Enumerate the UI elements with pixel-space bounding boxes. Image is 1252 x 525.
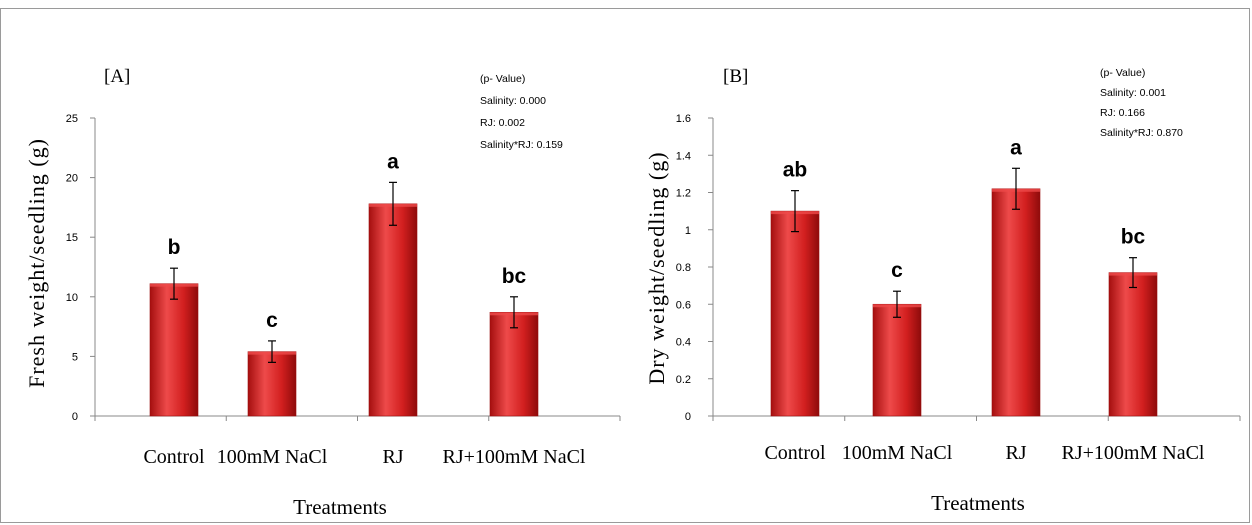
stats-title-a: (p- Value)	[480, 73, 525, 85]
y-tick-label: 0	[685, 411, 691, 423]
y-tick-label: 10	[66, 292, 78, 304]
panel-b: [B] Dry weight/seedling (g) Treatments (…	[644, 66, 1241, 515]
figure-frame	[0, 8, 1250, 523]
category-label: Control	[764, 442, 826, 464]
significance-letter: bc	[1121, 226, 1146, 249]
y-tick-label: 0.6	[676, 299, 691, 311]
x-axis-label-a: Treatments	[293, 495, 387, 519]
bar	[149, 283, 199, 417]
category-label: 100mM NaCl	[217, 446, 328, 468]
panel-a: [A] Fresh weight/seedling (g) Treatments…	[24, 66, 621, 519]
stats-interaction-b: Salinity*RJ: 0.870	[1100, 127, 1183, 139]
y-tick-label: 0.4	[676, 337, 691, 349]
significance-letter: c	[266, 309, 278, 332]
y-axis-label-b: Dry weight/seedling (g)	[644, 151, 669, 384]
panel-label-a: [A]	[104, 66, 130, 87]
y-tick-label: 0.2	[676, 374, 691, 386]
plot-area-a: 0 5 10 15 20 25 b Control c 100mM NaCl a RJ bc RJ+100…	[66, 113, 621, 468]
stats-rj-a: RJ: 0.002	[480, 117, 525, 129]
stats-title-b: (p- Value)	[1100, 67, 1145, 79]
x-axis-label-b: Treatments	[931, 491, 1025, 515]
stats-rj-b: RJ: 0.166	[1100, 107, 1145, 119]
significance-letter: a	[1010, 136, 1022, 159]
y-tick-label: 1.6	[676, 113, 691, 125]
y-axis-label-a: Fresh weight/seedling (g)	[24, 138, 49, 388]
significance-letter: b	[168, 236, 181, 259]
y-tick-label: 1.4	[676, 150, 691, 162]
bar	[368, 203, 418, 417]
category-label: RJ+100mM NaCl	[1062, 442, 1205, 464]
significance-letter: a	[387, 150, 399, 173]
category-label: RJ+100mM NaCl	[443, 446, 586, 468]
y-tick-label: 0.8	[676, 262, 691, 274]
bar	[1108, 272, 1158, 417]
y-tick-label: 25	[66, 113, 78, 125]
y-tick-label: 15	[66, 232, 78, 244]
y-tick-label: 20	[66, 173, 78, 185]
stats-interaction-a: Salinity*RJ: 0.159	[480, 139, 563, 151]
category-label: Control	[143, 446, 205, 468]
bar	[991, 188, 1041, 417]
y-tick-label: 5	[72, 351, 78, 363]
significance-letter: c	[891, 259, 903, 282]
stats-salinity-a: Salinity: 0.000	[480, 95, 546, 107]
significance-letter: bc	[502, 265, 527, 288]
bar	[489, 311, 539, 417]
category-label: 100mM NaCl	[842, 442, 953, 464]
category-label: RJ	[382, 446, 403, 468]
bar	[770, 210, 820, 417]
y-tick-label: 1.2	[676, 188, 691, 200]
category-label: RJ	[1005, 442, 1026, 464]
y-tick-label: 0	[72, 411, 78, 423]
plot-area-b: 0 0.2 0.4 0.6 0.8 1 1.2 1.4 1.6 ab Control c 100mM N…	[676, 113, 1241, 464]
bar	[872, 303, 922, 417]
panel-label-b: [B]	[723, 66, 748, 87]
stats-salinity-b: Salinity: 0.001	[1100, 87, 1166, 99]
y-tick-label: 1	[685, 225, 691, 237]
significance-letter: ab	[783, 159, 808, 182]
